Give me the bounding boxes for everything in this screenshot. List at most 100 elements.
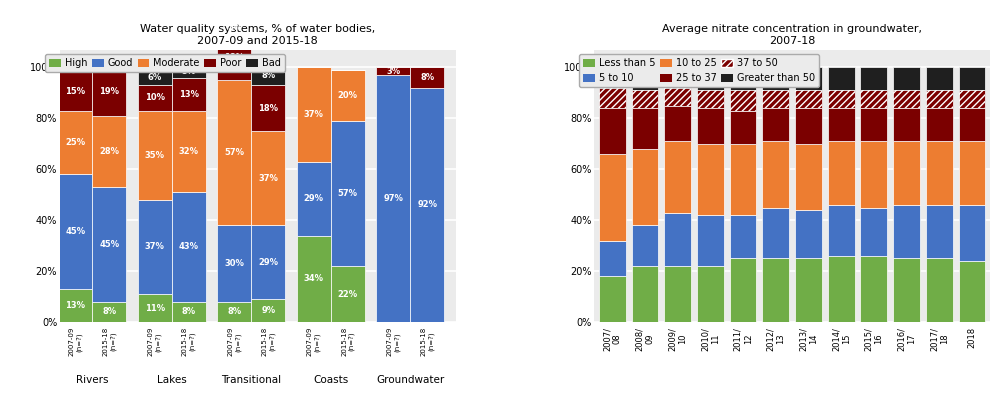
Bar — [632, 266, 658, 322]
Text: 5%: 5% — [182, 67, 196, 76]
Bar — [762, 259, 789, 322]
Bar — [697, 108, 724, 144]
Bar — [730, 67, 756, 90]
Text: 29%: 29% — [304, 194, 324, 203]
Bar — [138, 85, 172, 111]
Bar — [632, 108, 658, 149]
Bar — [376, 75, 410, 322]
Bar — [893, 90, 920, 108]
Bar — [959, 141, 985, 205]
Text: 10%: 10% — [145, 93, 165, 102]
Text: 11%: 11% — [145, 304, 165, 313]
Bar — [926, 205, 953, 259]
Text: 8%: 8% — [420, 73, 434, 82]
Bar — [331, 121, 365, 266]
Text: 35%: 35% — [145, 151, 165, 160]
Text: 8%: 8% — [182, 307, 196, 316]
Bar — [893, 90, 920, 108]
Bar — [860, 90, 887, 108]
Bar — [58, 73, 92, 111]
Bar — [172, 65, 206, 78]
Bar — [795, 210, 822, 259]
Bar — [762, 108, 789, 141]
Text: 37%: 37% — [304, 110, 324, 119]
Bar — [828, 90, 855, 108]
Text: 18%: 18% — [258, 104, 278, 113]
Bar — [795, 90, 822, 108]
Bar — [828, 108, 855, 141]
Bar — [893, 108, 920, 141]
Text: 57%: 57% — [224, 148, 244, 157]
Bar — [92, 302, 126, 322]
Text: Rivers: Rivers — [76, 375, 108, 385]
Bar — [297, 67, 331, 161]
Bar — [730, 215, 756, 259]
Bar — [138, 111, 172, 200]
Text: 57%: 57% — [338, 189, 358, 198]
Bar — [926, 141, 953, 205]
Bar — [92, 116, 126, 187]
Bar — [860, 90, 887, 108]
Bar — [762, 90, 789, 108]
Text: 92%: 92% — [417, 200, 437, 209]
Text: Coasts: Coasts — [313, 375, 348, 385]
Text: 8%: 8% — [261, 71, 275, 80]
Bar — [217, 80, 251, 225]
Text: 18%: 18% — [224, 53, 244, 62]
Bar — [697, 215, 724, 266]
Text: 15%: 15% — [65, 87, 85, 96]
Text: Transitional: Transitional — [221, 375, 281, 385]
Bar — [795, 108, 822, 144]
Bar — [172, 111, 206, 192]
Bar — [664, 141, 691, 213]
Bar — [632, 149, 658, 225]
Bar — [217, 21, 251, 34]
Bar — [860, 256, 887, 322]
Text: 13%: 13% — [65, 301, 85, 310]
Text: 13%: 13% — [179, 90, 199, 99]
Bar — [632, 90, 658, 108]
Bar — [795, 67, 822, 90]
Bar — [217, 302, 251, 322]
Bar — [893, 141, 920, 205]
Bar — [762, 90, 789, 108]
Bar — [599, 241, 626, 276]
Bar — [251, 131, 285, 225]
Bar — [860, 108, 887, 141]
Bar — [664, 106, 691, 141]
Bar — [599, 108, 626, 154]
Bar — [697, 144, 724, 215]
Bar — [664, 88, 691, 106]
Bar — [58, 289, 92, 322]
Bar — [599, 88, 626, 108]
Bar — [664, 67, 691, 88]
Bar — [599, 88, 626, 108]
Bar — [860, 207, 887, 256]
Text: 3%: 3% — [386, 67, 400, 76]
Bar — [959, 90, 985, 108]
Bar — [172, 302, 206, 322]
Bar — [217, 225, 251, 302]
Bar — [893, 205, 920, 259]
Text: Groundwater: Groundwater — [376, 375, 444, 385]
Bar — [664, 266, 691, 322]
Bar — [410, 88, 444, 322]
Text: 45%: 45% — [99, 240, 119, 249]
Text: 34%: 34% — [304, 274, 324, 283]
Bar — [138, 70, 172, 85]
Bar — [926, 67, 953, 90]
Title: Water quality systems, % of water bodies,
2007-09 and 2015-18: Water quality systems, % of water bodies… — [140, 24, 375, 46]
Bar — [58, 111, 92, 174]
Bar — [138, 200, 172, 294]
Bar — [828, 205, 855, 256]
Bar — [697, 67, 724, 90]
Bar — [632, 90, 658, 108]
Bar — [297, 235, 331, 322]
Bar — [664, 213, 691, 266]
Text: 5%: 5% — [227, 24, 241, 32]
Bar — [828, 67, 855, 90]
Bar — [599, 276, 626, 322]
Title: Average nitrate concentration in groundwater,
2007-18: Average nitrate concentration in groundw… — [662, 24, 922, 46]
Bar — [926, 90, 953, 108]
Text: 25%: 25% — [65, 138, 85, 147]
